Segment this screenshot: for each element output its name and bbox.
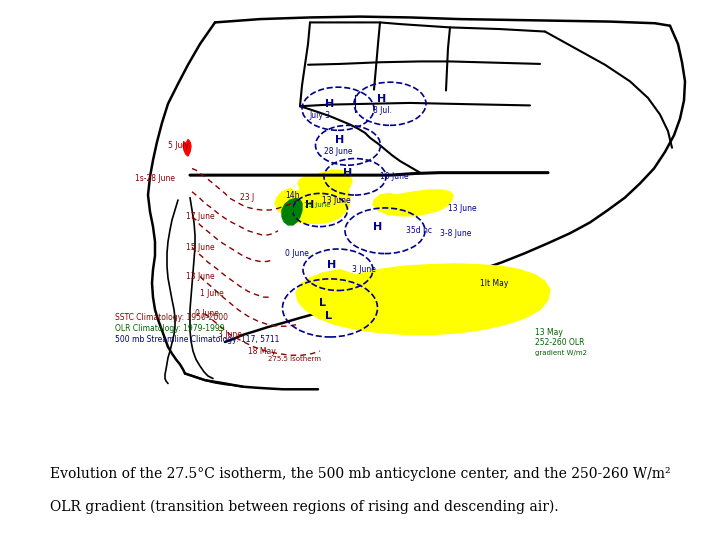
- Text: 1lt May: 1lt May: [480, 279, 508, 287]
- Text: 18 May: 18 May: [248, 347, 276, 356]
- Text: OLR Climatology: 1979-1999: OLR Climatology: 1979-1999: [115, 324, 225, 333]
- Text: 35d nc: 35d nc: [406, 226, 432, 235]
- Text: 275.5 isotherm: 275.5 isotherm: [268, 356, 321, 362]
- Text: Evolution of the 27.5°C isotherm, the 500 mb anticyclone center, and the 250-260: Evolution of the 27.5°C isotherm, the 50…: [50, 467, 671, 481]
- Text: 500 mb Streamline Climatology: 117, 5711: 500 mb Streamline Climatology: 117, 5711: [115, 335, 279, 344]
- Text: 3-8 June: 3-8 June: [440, 229, 472, 238]
- Text: 1 June: 1 June: [200, 288, 224, 298]
- Text: 15 June: 15 June: [186, 243, 215, 252]
- Text: 5 July: 5 July: [168, 141, 189, 150]
- Text: 0 June: 0 June: [285, 248, 309, 258]
- Polygon shape: [183, 139, 191, 156]
- Text: H: H: [305, 200, 315, 210]
- Text: gradient W/m2: gradient W/m2: [535, 350, 587, 356]
- Text: H: H: [328, 260, 337, 270]
- Text: H: H: [374, 221, 382, 232]
- Text: H: H: [336, 136, 345, 145]
- Polygon shape: [275, 184, 350, 223]
- Text: 252-260 OLR: 252-260 OLR: [535, 338, 585, 347]
- Text: 17 June: 17 June: [186, 212, 215, 221]
- Text: 13 June: 13 June: [304, 202, 330, 208]
- Text: OLR gradient (transition between regions of rising and descending air).: OLR gradient (transition between regions…: [50, 500, 559, 514]
- Text: SSTC Climatology: 1950-2000: SSTC Climatology: 1950-2000: [115, 313, 228, 322]
- Text: 28 June: 28 June: [324, 147, 352, 157]
- Text: 13 June: 13 June: [322, 195, 351, 205]
- Text: July 3: July 3: [310, 111, 330, 120]
- Text: H: H: [290, 205, 300, 215]
- Text: L: L: [318, 298, 325, 308]
- Text: 3 June: 3 June: [352, 265, 376, 274]
- Polygon shape: [298, 170, 352, 198]
- Text: 10 June: 10 June: [380, 172, 409, 181]
- Text: H: H: [325, 99, 335, 109]
- Polygon shape: [282, 198, 302, 225]
- Polygon shape: [373, 190, 453, 216]
- Text: 13 May: 13 May: [535, 328, 563, 338]
- Text: 23 J: 23 J: [240, 193, 254, 202]
- Text: H: H: [343, 167, 353, 178]
- Text: 13 June: 13 June: [186, 272, 215, 281]
- Text: 0 June: 0 June: [195, 309, 219, 318]
- Text: 8 Jul.: 8 Jul.: [372, 106, 392, 115]
- Text: 3 June: 3 June: [218, 330, 242, 339]
- Text: 14h: 14h: [286, 191, 300, 200]
- Text: 1s-28 June: 1s-28 June: [135, 174, 175, 183]
- Text: 13 June: 13 June: [448, 204, 477, 213]
- Text: H: H: [377, 94, 387, 104]
- Polygon shape: [296, 264, 550, 334]
- Text: L: L: [325, 311, 331, 321]
